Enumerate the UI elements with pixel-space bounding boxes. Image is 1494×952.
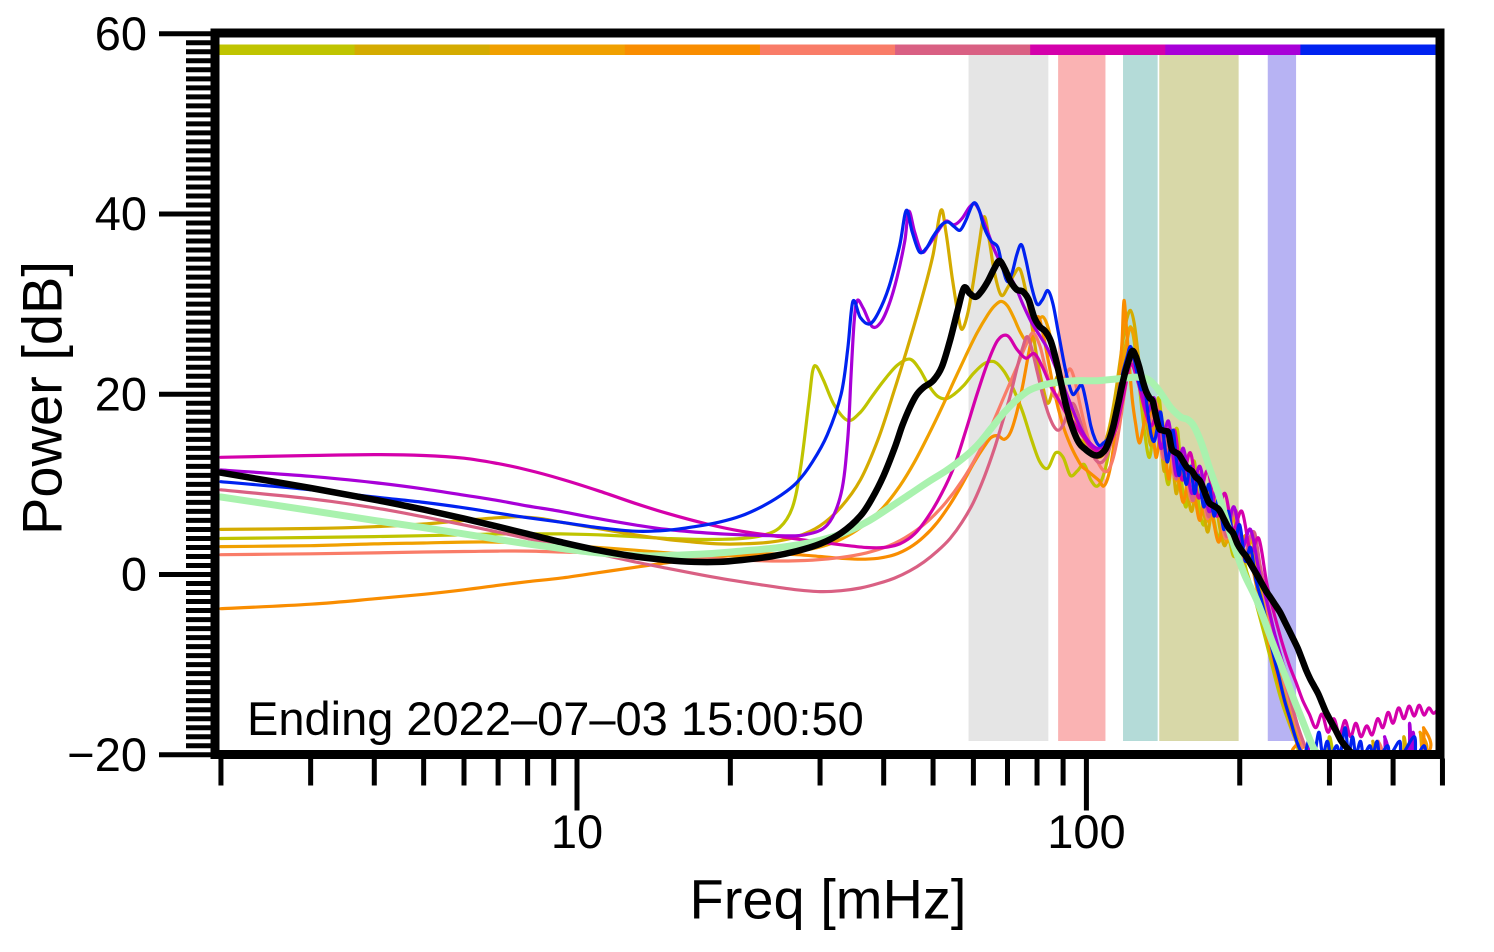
y-tick-label: 20 [95,367,147,420]
colorbar-segment-8 [1165,44,1301,55]
spectrum-4-orange [219,298,1440,755]
x-tick-label: 10 [551,805,603,858]
colorbar-segment-3 [489,44,626,55]
x-tick-label: 100 [1047,805,1125,858]
y-axis-title: Power [dB] [10,261,74,535]
colorbar-segment-1 [219,44,356,55]
y-tick-label: 40 [95,187,147,240]
y-tick-label: 0 [121,548,147,601]
colorbar-segment-5 [759,44,896,55]
series-group [217,201,1440,755]
spectrum-average-black [217,257,1361,755]
y-tick-label: −20 [67,728,147,781]
x-axis-title: Freq [mHz] [689,867,967,931]
colorbar-segment-6 [895,44,1031,55]
highlight-band-4 [1159,54,1239,741]
spectrum-9-blue [219,201,1428,755]
colorbar-segment-9 [1300,44,1436,55]
y-tick-label: 60 [95,7,147,60]
colorbar-segment-2 [354,44,491,55]
colorbar-segment-7 [1030,44,1166,55]
plot-frame [210,28,1445,759]
ending-time-annotation: Ending 2022–07–03 15:00:50 [247,692,864,745]
colorbar-segment-4 [624,44,761,55]
spectrum-6-pink-red [219,335,1311,755]
